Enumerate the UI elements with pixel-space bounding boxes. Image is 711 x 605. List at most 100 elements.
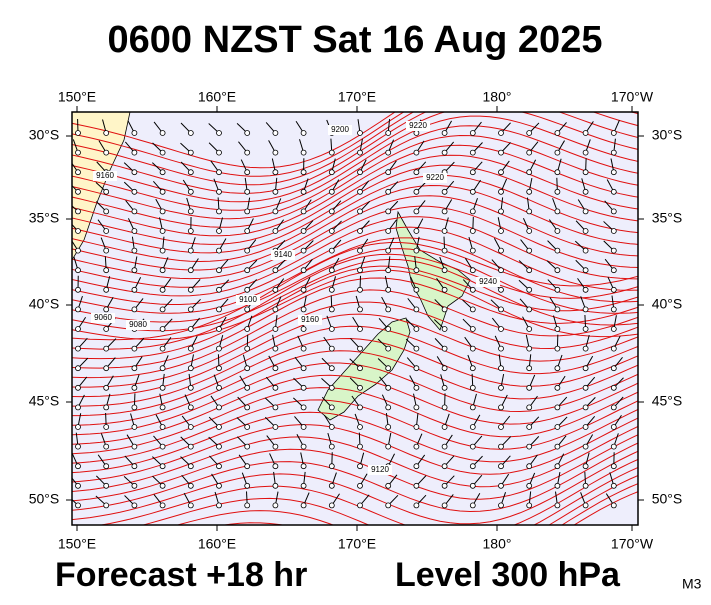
barb-station xyxy=(245,131,250,136)
barb-station xyxy=(104,131,109,136)
barb-station xyxy=(104,150,109,155)
barb-station xyxy=(555,248,560,253)
barb-station xyxy=(442,229,447,234)
barb-station xyxy=(358,444,363,449)
barb-station xyxy=(527,229,532,234)
barb-station xyxy=(583,405,588,410)
barb-station xyxy=(273,327,278,332)
barb-station xyxy=(414,464,419,469)
barb-station xyxy=(414,170,419,175)
barb-station xyxy=(132,131,137,136)
barb-station xyxy=(611,209,616,214)
barb-station xyxy=(499,189,504,194)
barb-station xyxy=(160,170,165,175)
barb-station xyxy=(160,209,165,214)
contour-label: 9060 xyxy=(94,313,112,322)
barb-station xyxy=(188,503,193,508)
barb-station xyxy=(329,209,334,214)
barb-station xyxy=(414,327,419,332)
barb-station xyxy=(470,483,475,488)
barb-station xyxy=(217,307,222,312)
barb-station xyxy=(611,503,616,508)
barb-station xyxy=(245,189,250,194)
barb-station xyxy=(301,150,306,155)
barb-station xyxy=(386,366,391,371)
barb-station xyxy=(442,150,447,155)
barb-station xyxy=(583,425,588,430)
barb-station xyxy=(132,405,137,410)
barb-station xyxy=(583,385,588,390)
barb-station xyxy=(104,189,109,194)
barb-station xyxy=(329,150,334,155)
barb-station xyxy=(499,268,504,273)
barb-station xyxy=(132,150,137,155)
barb-station xyxy=(301,385,306,390)
barb-station xyxy=(273,307,278,312)
barb-station xyxy=(104,268,109,273)
barb-station xyxy=(470,327,475,332)
barb-station xyxy=(160,385,165,390)
contour-label: 9160 xyxy=(96,171,114,180)
barb-station xyxy=(273,503,278,508)
barb-station xyxy=(104,503,109,508)
barb-station xyxy=(301,287,306,292)
barb-station xyxy=(301,483,306,488)
barb-station xyxy=(358,268,363,273)
lat-label: 35°S xyxy=(652,210,683,226)
barb-station xyxy=(499,464,504,469)
barb-station xyxy=(470,444,475,449)
barb-station xyxy=(470,366,475,371)
barb-station xyxy=(273,385,278,390)
barb-station xyxy=(414,131,419,136)
barb-station xyxy=(442,405,447,410)
barb-station xyxy=(611,483,616,488)
barb-station xyxy=(217,287,222,292)
barb-station xyxy=(583,366,588,371)
barb-station xyxy=(217,405,222,410)
barb-station xyxy=(329,346,334,351)
barb-station xyxy=(414,503,419,508)
lon-label: 180° xyxy=(483,89,512,105)
barb-station xyxy=(217,189,222,194)
lon-label: 170°E xyxy=(338,536,376,552)
barb-station xyxy=(188,170,193,175)
forecast-label: Forecast +18 hr xyxy=(55,556,307,594)
barb-station xyxy=(583,503,588,508)
barb-station xyxy=(499,327,504,332)
barb-station xyxy=(217,346,222,351)
barb-station xyxy=(160,189,165,194)
barb-station xyxy=(611,131,616,136)
barb-station xyxy=(386,131,391,136)
barb-station xyxy=(104,346,109,351)
barb-station xyxy=(414,425,419,430)
barb-station xyxy=(76,150,81,155)
barb-station xyxy=(611,189,616,194)
barb-station xyxy=(245,483,250,488)
barb-station xyxy=(245,366,250,371)
barb-station xyxy=(555,464,560,469)
barb-station xyxy=(132,425,137,430)
barb-station xyxy=(414,287,419,292)
barb-station xyxy=(104,366,109,371)
barb-station xyxy=(555,307,560,312)
lat-label: 50°S xyxy=(29,491,60,507)
barb-station xyxy=(329,503,334,508)
barb-station xyxy=(499,170,504,175)
barb-station xyxy=(414,483,419,488)
barb-station xyxy=(358,425,363,430)
barb-station xyxy=(358,464,363,469)
barb-station xyxy=(76,248,81,253)
barb-station xyxy=(583,464,588,469)
barb-station xyxy=(442,444,447,449)
barb-station xyxy=(611,425,616,430)
barb-station xyxy=(386,405,391,410)
barb-station xyxy=(245,209,250,214)
barb-station xyxy=(442,327,447,332)
barb-station xyxy=(273,405,278,410)
barb-station xyxy=(245,150,250,155)
barb-station xyxy=(386,268,391,273)
barb-station xyxy=(76,229,81,234)
barb-station xyxy=(499,405,504,410)
barb-station xyxy=(132,444,137,449)
barb-station xyxy=(527,346,532,351)
